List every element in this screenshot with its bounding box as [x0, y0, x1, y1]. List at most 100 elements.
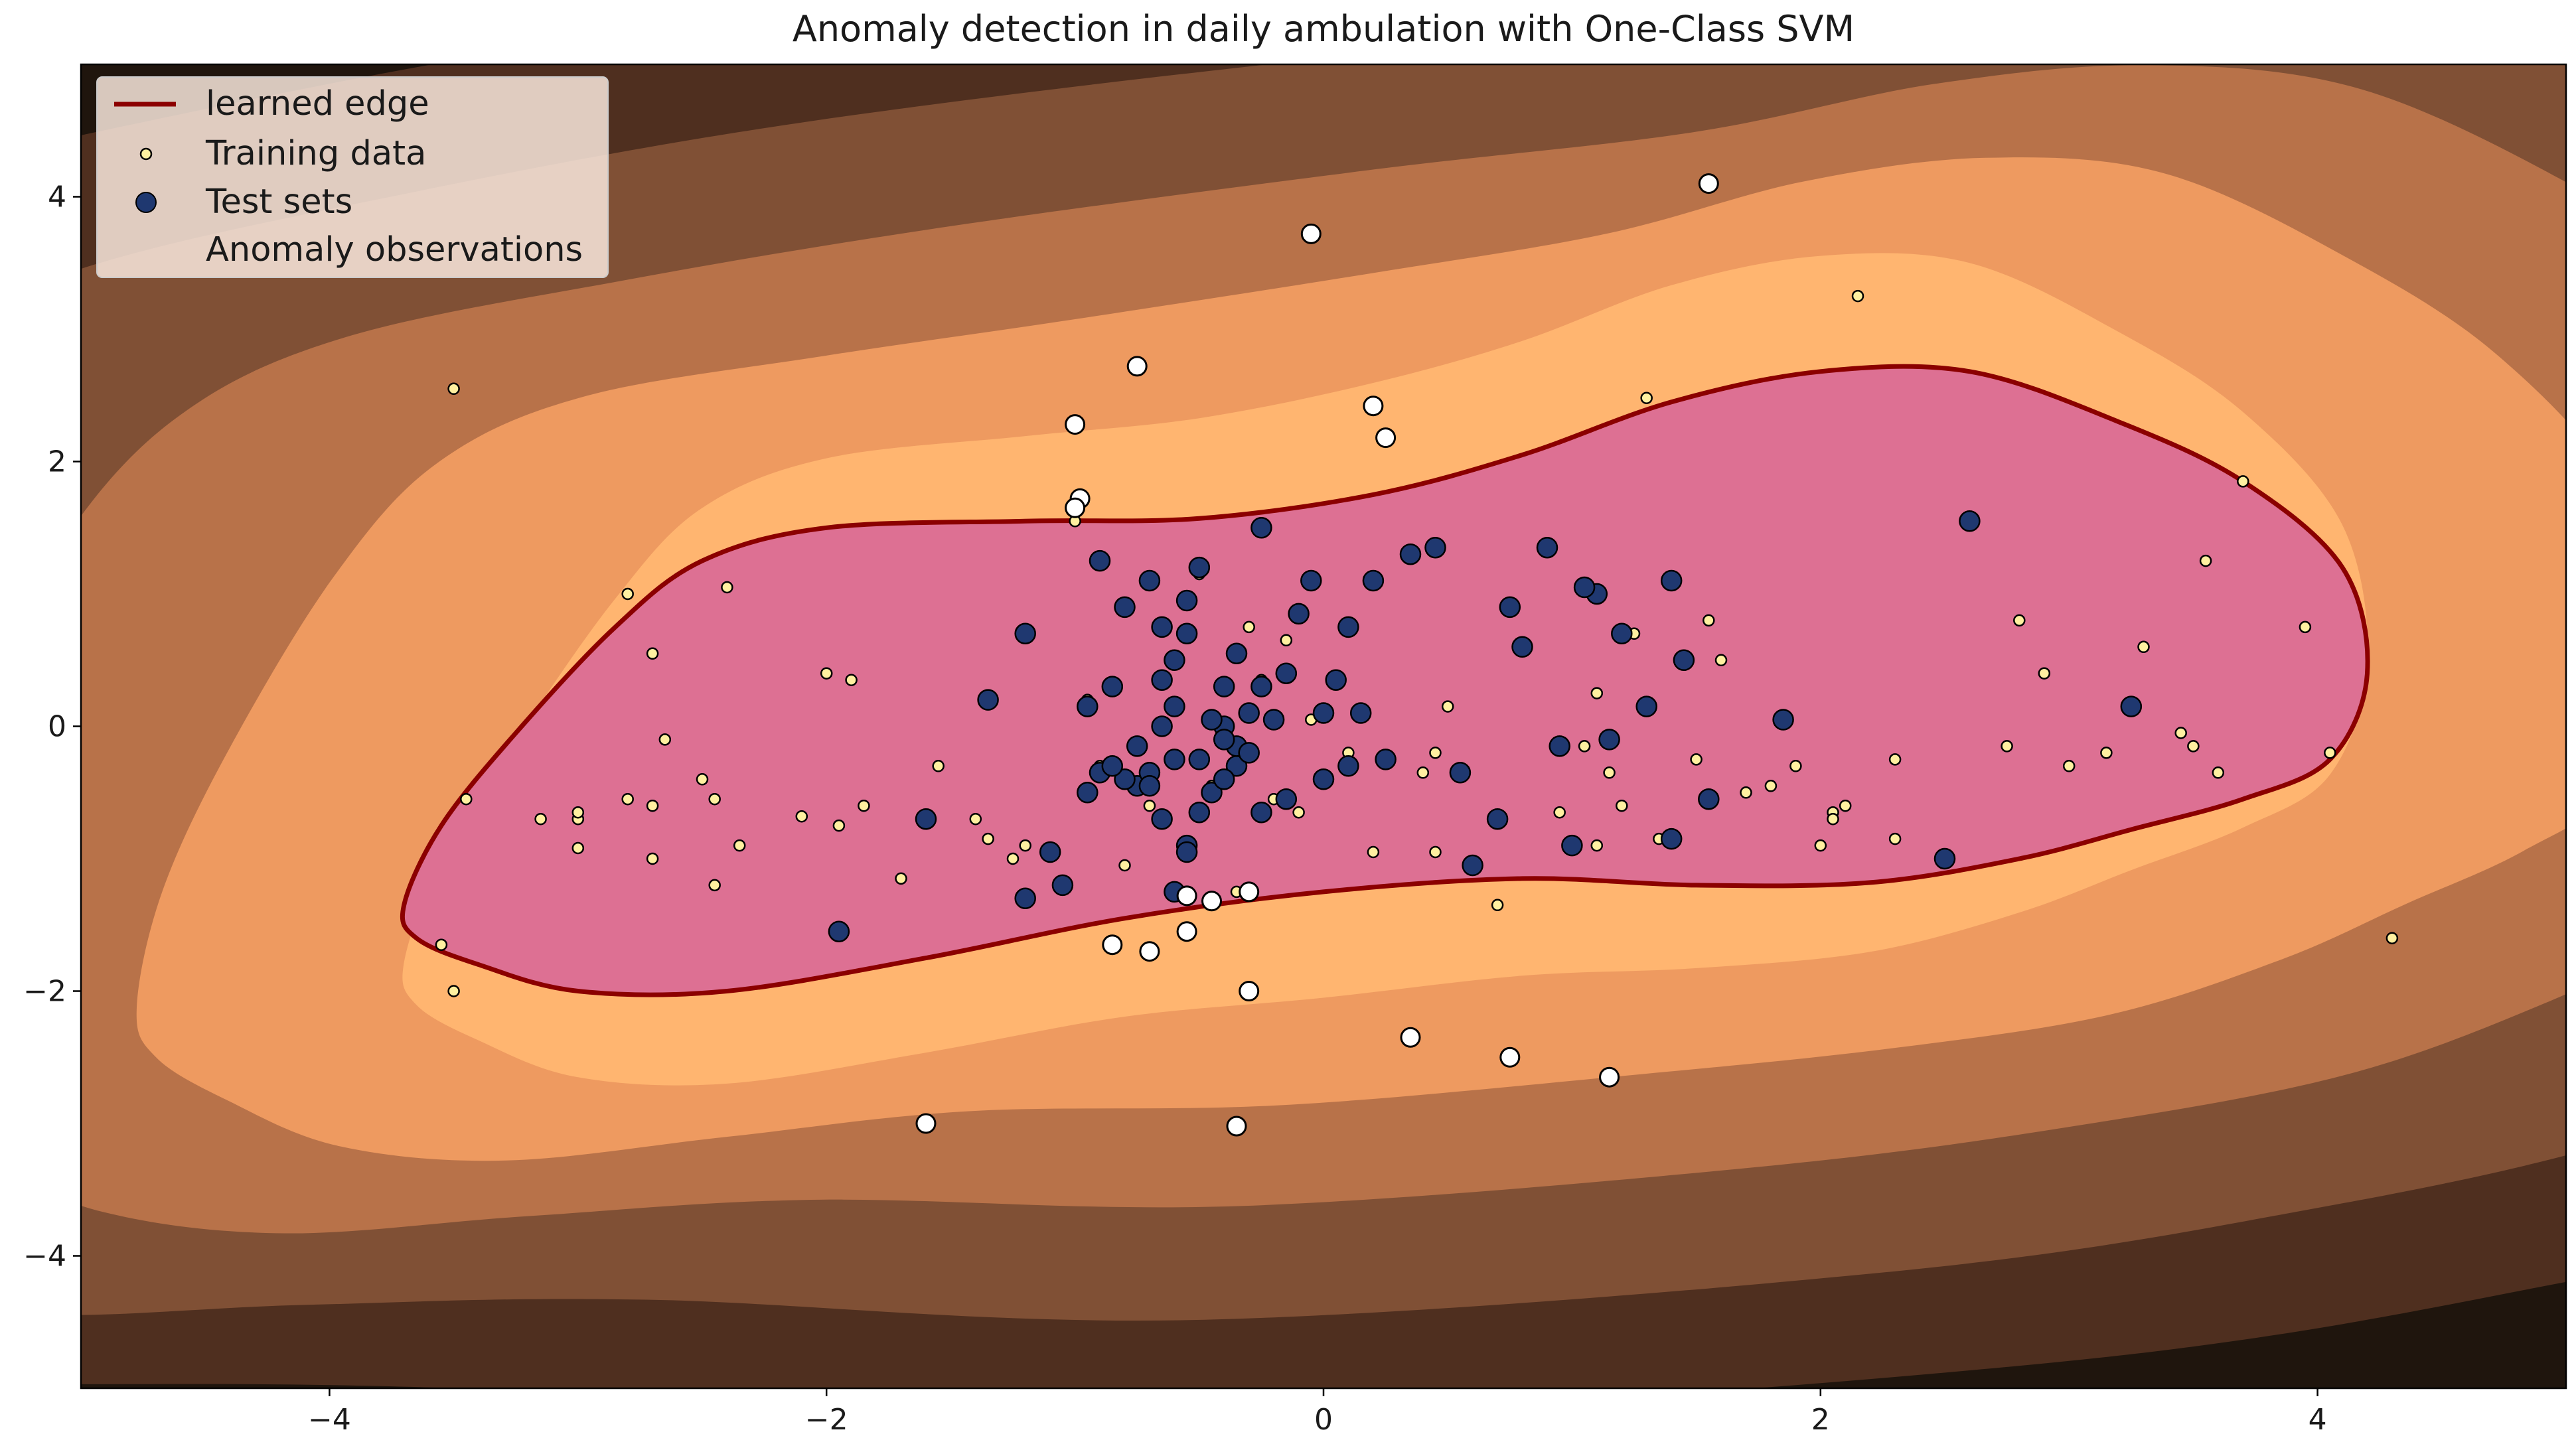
test-point	[1561, 834, 1583, 857]
x-tick-label: 0	[1314, 1403, 1333, 1437]
test-point	[1114, 596, 1136, 618]
training-point	[1690, 753, 1703, 766]
test-point	[1362, 569, 1385, 592]
training-point	[1280, 634, 1293, 647]
training-point	[1243, 620, 1255, 634]
training-point	[1367, 845, 1380, 859]
anomaly-point	[1499, 1047, 1521, 1068]
test-point	[1250, 517, 1272, 539]
anomaly-point	[1201, 891, 1222, 912]
training-point	[646, 647, 659, 660]
test-point	[1300, 569, 1322, 592]
test-point	[1449, 762, 1472, 784]
training-point	[1441, 700, 1454, 713]
training-point	[1714, 654, 1728, 667]
training-point	[2013, 614, 2026, 627]
anomaly-point	[915, 1113, 937, 1134]
test-point	[1611, 622, 1633, 645]
test-point	[1175, 622, 1198, 645]
training-point	[621, 587, 634, 601]
test-point	[1089, 549, 1111, 572]
training-point	[1789, 760, 1802, 772]
training-point	[571, 806, 585, 819]
training-point	[1814, 839, 1827, 852]
training-point	[1764, 780, 1778, 792]
training-point	[1553, 806, 1566, 819]
training-point	[571, 841, 585, 855]
training-point	[2324, 747, 2336, 759]
anomaly-point	[1139, 941, 1160, 962]
anomaly-point	[1400, 1027, 1421, 1048]
x-tick-label: 2	[1811, 1403, 1830, 1437]
test-point	[1014, 887, 1036, 910]
test-point	[1175, 589, 1198, 612]
anomaly-point	[1065, 414, 1086, 435]
test-point	[1536, 536, 1558, 559]
test-point	[1225, 642, 1248, 665]
test-point	[1077, 695, 1099, 717]
training-point	[1851, 289, 1864, 303]
test-point	[1250, 676, 1272, 697]
training-point	[2100, 747, 2113, 759]
test-point	[1101, 755, 1124, 777]
training-point	[2174, 727, 2187, 739]
chart-title: Anomaly detection in daily ambulation wi…	[793, 8, 1855, 50]
training-point	[447, 985, 460, 997]
training-point	[1578, 740, 1591, 753]
training-point	[1429, 845, 1442, 859]
training-point	[2386, 932, 2399, 944]
training-point	[658, 733, 672, 746]
training-point	[2212, 766, 2225, 779]
test-point	[828, 920, 850, 942]
anomaly-point	[1102, 934, 1123, 956]
test-point	[1051, 874, 1074, 897]
training-point	[733, 839, 746, 852]
test-point	[1275, 788, 1298, 810]
test-point	[1262, 709, 1285, 731]
legend-label-anomaly: Anomaly observations	[206, 230, 583, 269]
training-point	[2137, 640, 2150, 654]
test-point	[915, 808, 937, 830]
training-point	[1590, 687, 1604, 699]
training-point	[1118, 859, 1131, 872]
test-point	[1635, 695, 1657, 717]
test-point	[1188, 749, 1211, 770]
test-point	[1573, 576, 1596, 599]
test-point	[1462, 854, 1483, 877]
training-point	[1019, 839, 1031, 852]
training-point	[1827, 812, 1839, 826]
test-point	[1126, 735, 1148, 757]
legend-label-learned-edge: learned edge	[206, 84, 429, 123]
test-point	[1312, 702, 1335, 724]
test-point	[1138, 775, 1161, 797]
training-point	[832, 819, 846, 832]
training-point	[1740, 786, 1752, 799]
test-point	[1201, 782, 1223, 804]
test-point	[1213, 676, 1235, 697]
test-point	[1337, 616, 1359, 638]
anomaly-point	[1065, 497, 1086, 518]
test-point	[1164, 749, 1185, 770]
training-point	[1640, 392, 1653, 404]
y-axis: −4 −2 0 2 4	[23, 181, 81, 1273]
training-point	[858, 799, 870, 812]
x-tick-label: −4	[308, 1403, 351, 1437]
training-point	[1839, 799, 1852, 812]
test-point	[1164, 695, 1185, 717]
test-point	[1959, 510, 1981, 532]
anomaly-point	[1176, 921, 1197, 942]
test-point	[1138, 569, 1161, 592]
y-tick-label: −2	[23, 975, 66, 1009]
test-point	[1275, 662, 1298, 684]
test-point	[1325, 669, 1347, 691]
training-point	[1703, 614, 1715, 627]
test-point	[1288, 603, 1310, 625]
anomaly-point	[1239, 981, 1260, 1001]
test-point	[2120, 695, 2143, 717]
anomaly-point	[1599, 1066, 1620, 1088]
y-tick-label: 2	[48, 445, 66, 479]
test-point	[1238, 742, 1260, 764]
x-axis: −4 −2 0 2 4	[308, 1388, 2327, 1437]
x-tick-label: 4	[2309, 1403, 2327, 1437]
